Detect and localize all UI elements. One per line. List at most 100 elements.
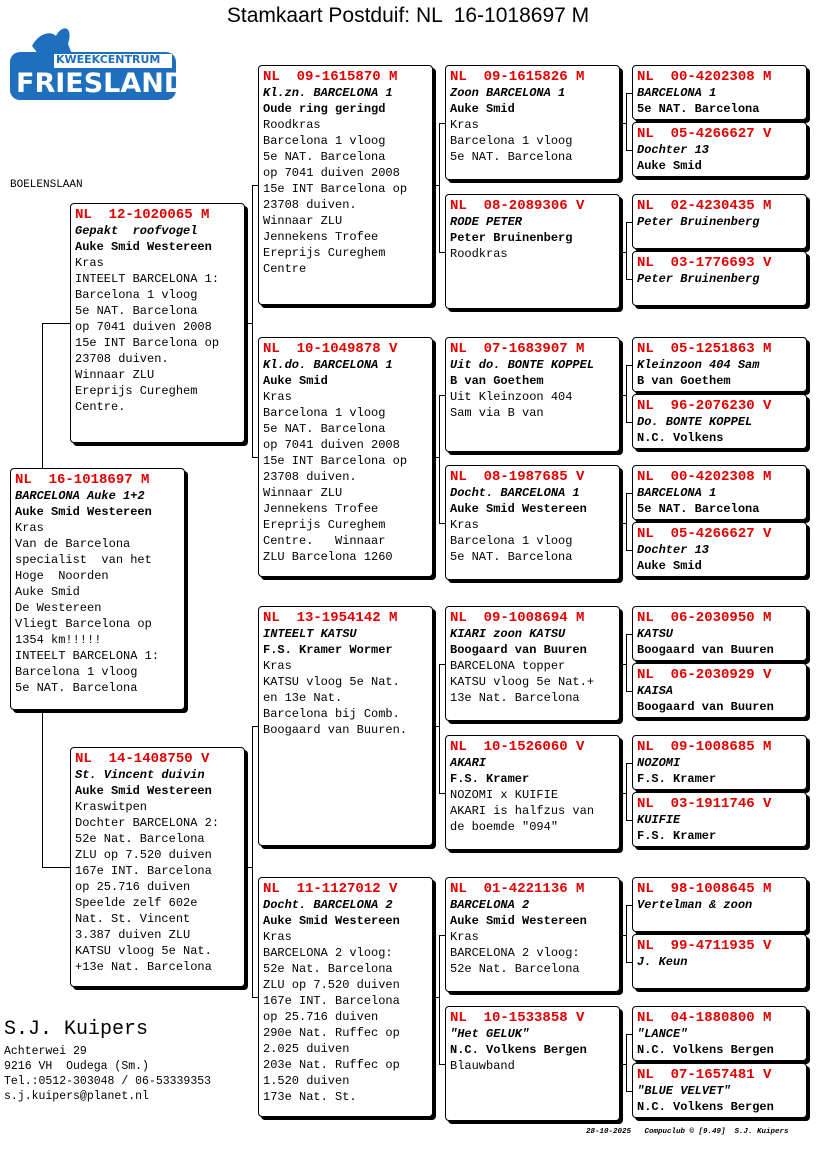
- ring-number: NL 08-2089306 V: [450, 198, 585, 214]
- owner: B van Goethem: [450, 374, 544, 388]
- ring-number: NL 10-1526060 V: [450, 739, 585, 755]
- detail-line: 13e Nat. Barcelona: [450, 691, 580, 705]
- connector: [439, 522, 445, 524]
- connector: [439, 934, 445, 936]
- pigeon-card: NL 09-1008685 M NOZOMI F.S. Kramer: [632, 735, 807, 790]
- detail-line: Kras: [15, 521, 44, 535]
- pigeon-name: Docht. BARCELONA 2: [263, 898, 393, 912]
- pigeon-card: NL 01-4221136 M BARCELONA 2 Auke Smid West…: [445, 877, 620, 992]
- connector: [433, 726, 439, 727]
- logo-graphic: [10, 28, 176, 100]
- pigeon-name: Dochter 13: [637, 143, 710, 157]
- pigeon-name: NOZOMI: [637, 756, 681, 770]
- detail-line: Centre.: [75, 400, 126, 414]
- pigeon-card: NL 07-1657481 V "BLUE VELVET" N.C. Volkens…: [632, 1063, 807, 1118]
- detail-line: Kras: [450, 118, 479, 132]
- connector: [439, 122, 440, 252]
- ring-number: NL 09-1615870 M: [263, 69, 398, 85]
- pigeon-card: NL 98-1008645 M Vertelman & zoon: [632, 877, 807, 932]
- breeder-line: 9216 VH Oudega (Sm.): [4, 1060, 149, 1073]
- pigeon-name: Zoon BARCELONA 1: [450, 86, 566, 100]
- pigeon-name: AKARI: [450, 756, 487, 770]
- pigeon-card: NL 05-4266627 V Dochter 13 Auke Smid: [632, 122, 807, 177]
- logo-top: KWEEKCENTRUM: [56, 53, 161, 66]
- pigeon-name: BARCELONA 1: [637, 486, 717, 500]
- owner: Auke Smid Westereen: [450, 502, 587, 516]
- pigeon-name: KATSU: [637, 627, 674, 641]
- detail-line: 5e NAT. Barcelona: [15, 681, 138, 695]
- connector: [439, 663, 445, 665]
- logo: KWEEKCENTRUM FRIESLAND: [10, 16, 186, 100]
- connector: [433, 457, 439, 458]
- ring-number: NL 03-1911746 V: [637, 796, 772, 812]
- connector: [620, 522, 626, 524]
- ring-number: NL 98-1008645 M: [637, 881, 772, 897]
- connector: [245, 867, 252, 868]
- ring-number: NL 14-1408750 V: [75, 751, 210, 767]
- ring-number: NL 00-4202308 M: [637, 69, 772, 85]
- connector: [620, 251, 626, 253]
- detail-line: Roodkras: [263, 118, 321, 132]
- ring-number: NL 00-4202308 M: [637, 469, 772, 485]
- connector: [252, 185, 258, 186]
- detail-line: Winnaar ZLU: [75, 368, 155, 382]
- connector: [433, 997, 439, 998]
- pigeon-name: Docht. BARCELONA 1: [450, 486, 580, 500]
- pigeon-name: BARCELONA 2: [450, 898, 530, 912]
- pigeon-name: KIARI zoon KATSU: [450, 627, 566, 641]
- pigeon-card: NL 00-4202308 M BARCELONA 1 5e NAT. Barcel…: [632, 65, 807, 120]
- connector: [626, 92, 632, 94]
- detail-line: ZLU Barcelona 1260: [263, 550, 393, 564]
- ring-number: NL 03-1776693 V: [637, 255, 772, 271]
- connector: [626, 1033, 632, 1035]
- detail-line: INTEELT BARCELONA 1:: [75, 272, 220, 286]
- detail-line: Ereprijs Cureghem: [263, 246, 386, 260]
- connector: [626, 762, 627, 820]
- detail-line: 167e INT. Barcelona: [75, 864, 212, 878]
- pigeon-card: NL 08-1987685 V Docht. BARCELONA 1 Auke Sm…: [445, 465, 620, 580]
- ring-number: NL 06-2030950 M: [637, 610, 772, 626]
- ring-number: NL 07-1657481 V: [637, 1067, 772, 1083]
- owner: Auke Smid Westereen: [75, 240, 212, 254]
- owner: N.C. Volkens Bergen: [637, 1100, 774, 1114]
- page-title: Stamkaart Postduif: NL 16-1018697 M: [226, 4, 590, 27]
- detail-line: Barcelona 1 vloog: [450, 134, 573, 148]
- owner: Auke Smid: [637, 559, 702, 573]
- pigeon-name: Dochter 13: [637, 543, 710, 557]
- owner: Auke Smid Westereen: [15, 505, 152, 519]
- pigeon-name: Do. BONTE KOPPEL: [637, 415, 753, 429]
- connector: [626, 633, 632, 635]
- detail-line: Boogaard van Buuren.: [263, 723, 408, 737]
- connector: [620, 1063, 626, 1065]
- connector: [626, 492, 632, 494]
- pigeon-name: Vertelman & zoon: [637, 898, 753, 912]
- detail-line: 52e Nat. Barcelona: [75, 832, 205, 846]
- connector: [620, 663, 626, 665]
- owner: Auke Smid: [637, 159, 702, 173]
- detail-line: 52e Nat. Barcelona: [263, 962, 393, 976]
- connector: [620, 934, 626, 936]
- owner: B van Goethem: [637, 374, 731, 388]
- detail-line: 203e Nat. Ruffec op: [263, 1058, 400, 1072]
- pigeon-card: NL 05-1251863 M Kleinzoon 404 Sam B van Go…: [632, 337, 807, 392]
- pigeon-card: NL 06-2030950 M KATSU Boogaard van Buuren: [632, 606, 807, 661]
- detail-line: op 7041 duiven 2008: [263, 166, 400, 180]
- connector: [626, 364, 632, 366]
- ring-number: NL 05-1251863 M: [637, 341, 772, 357]
- detail-line: Ereprijs Cureghem: [263, 518, 386, 532]
- detail-line: AKARI is halfzus van: [450, 804, 595, 818]
- pigeon-name: "LANCE": [637, 1027, 688, 1041]
- connector: [626, 961, 632, 963]
- detail-line: 15e INT Barcelona op: [75, 336, 220, 350]
- detail-line: Kras: [450, 518, 479, 532]
- pigeon-card: NL 03-1776693 V Peter Bruinenberg: [632, 251, 807, 306]
- detail-line: de boemde "094": [450, 820, 559, 834]
- connector: [252, 726, 258, 727]
- owner: 5e NAT. Barcelona: [637, 502, 760, 516]
- ring-number: NL 09-1008685 M: [637, 739, 772, 755]
- connector: [439, 663, 440, 793]
- connector: [252, 457, 258, 458]
- pigeon-card: NL 14-1408750 V St. Vincent duivin Auke Sm…: [70, 747, 245, 987]
- pigeon-name: KAISA: [637, 684, 674, 698]
- pigeon-card: NL 11-1127012 V Docht. BARCELONA 2 Auke Sm…: [258, 877, 433, 1117]
